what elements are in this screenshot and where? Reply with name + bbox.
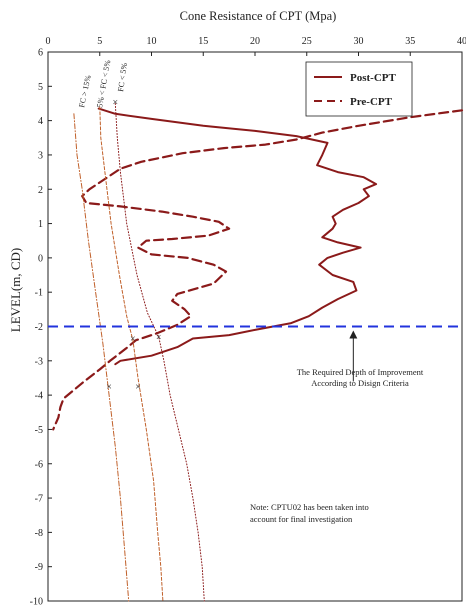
series-line-pre-cpt <box>52 109 464 431</box>
y-tick-label-5: 5 <box>38 82 43 93</box>
y-tick-label-3: 3 <box>38 150 43 161</box>
cross-marker-4: × <box>135 382 141 393</box>
series-line-post-cpt <box>97 107 378 366</box>
note-line-2: account for final investigation <box>250 514 353 524</box>
fc-label-lt5: FC < 5% <box>116 62 129 92</box>
y-tick-label--4: -4 <box>35 391 43 402</box>
y-tick-label-1: 1 <box>38 219 43 230</box>
x-tick-label-10: 10 <box>147 36 157 47</box>
y-tick-label--2: -2 <box>35 322 43 333</box>
cross-marker-0: × <box>112 97 118 108</box>
x-tick-label-35: 35 <box>405 36 415 47</box>
x-tick-label-40: 40 <box>457 36 466 47</box>
cross-marker-2: × <box>156 332 162 343</box>
y-axis-label: LEVEL(m, CD) <box>8 248 23 332</box>
x-tick-label-5: 5 <box>97 36 102 47</box>
x-tick-label-25: 25 <box>302 36 312 47</box>
y-tick-label--6: -6 <box>35 459 43 470</box>
y-tick-label-0: 0 <box>38 253 43 264</box>
legend-label-pre-cpt: Pre-CPT <box>350 96 393 108</box>
series-line-fc-5- <box>114 103 205 602</box>
fc-label-5-15: 5% < FC < 5% <box>95 59 112 108</box>
y-tick-label--5: -5 <box>35 425 43 436</box>
y-tick-label--8: -8 <box>35 528 43 539</box>
x-tick-label-30: 30 <box>354 36 364 47</box>
fc-label-gt15: FC > 15% <box>77 74 93 108</box>
y-tick-label--7: -7 <box>35 494 43 505</box>
legend-box <box>305 61 413 117</box>
fc-labels: FC > 15% 5% < FC < 5% FC < 5% <box>77 59 129 108</box>
x-tick-label-15: 15 <box>198 36 208 47</box>
improvement-depth-label-1: The Required Depth of Improvement <box>297 367 424 377</box>
y-tick-label-4: 4 <box>38 116 43 127</box>
series-line-fc-15- <box>73 113 130 602</box>
legend-label-post-cpt: Post-CPT <box>350 72 396 84</box>
legend: Post-CPT Pre-CPT <box>305 61 413 117</box>
cross-marker-1: × <box>130 334 136 345</box>
y-tick-label--10: -10 <box>30 597 43 607</box>
x-tick-group: 0 5 10 15 20 25 30 35 40 <box>46 36 466 56</box>
y-tick-label--1: -1 <box>35 288 43 299</box>
chart-title: Cone Resistance of CPT (Mpa) <box>180 9 337 23</box>
series-layer <box>52 103 464 602</box>
y-tick-group: 6 5 4 3 2 1 0 -1 -2 -3 -4 -5 -6 -7 -8 -9 -10 <box>30 48 52 607</box>
improvement-depth-label-2: According to Disign Criteria <box>311 378 409 388</box>
x-tick-label-20: 20 <box>250 36 260 47</box>
y-tick-label-6: 6 <box>38 48 43 59</box>
cross-marker-3: × <box>106 382 112 393</box>
y-tick-label--9: -9 <box>35 562 43 573</box>
series-line-5-fc-15- <box>99 106 164 602</box>
y-tick-label--3: -3 <box>35 356 43 367</box>
y-tick-label-2: 2 <box>38 185 43 196</box>
note-line-1: Note: CPTU02 has been taken into <box>250 502 369 512</box>
x-tick-label-0: 0 <box>46 36 51 47</box>
cross-marker-layer: × × × × × <box>106 97 161 393</box>
